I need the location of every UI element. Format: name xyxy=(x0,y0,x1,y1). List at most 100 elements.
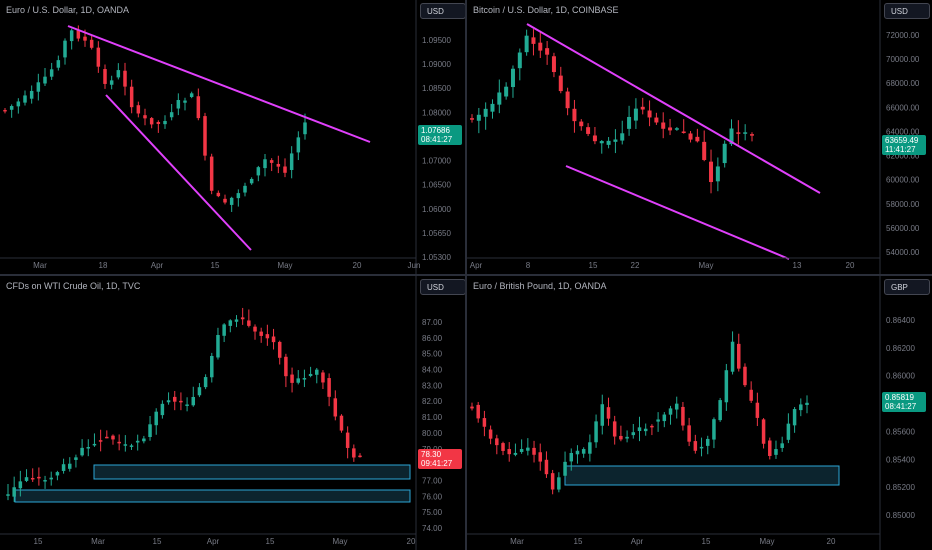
candle xyxy=(519,449,524,452)
candle xyxy=(129,86,134,108)
candle xyxy=(216,335,220,358)
y-tick-label: 1.09000 xyxy=(422,60,451,69)
candle xyxy=(702,141,707,160)
chart-canvas-eurusd[interactable]: 1.095001.090001.085001.080001.075001.070… xyxy=(0,0,465,274)
candle xyxy=(643,428,648,432)
candle xyxy=(588,442,592,454)
candle xyxy=(210,355,214,378)
chart-pane-wti[interactable]: 87.00 86.00 85.00 84.00 83.00 82.00 81.00 80.00… xyxy=(0,276,465,550)
candle xyxy=(538,452,542,462)
candle xyxy=(216,192,221,197)
candle xyxy=(650,425,654,428)
x-tick-label: 15 xyxy=(589,261,598,270)
candle xyxy=(86,447,91,449)
candle xyxy=(545,48,550,55)
candle xyxy=(166,400,171,403)
candle xyxy=(156,122,161,124)
candle xyxy=(637,427,642,432)
candle xyxy=(284,356,288,377)
candle xyxy=(544,459,549,475)
countdown-label: 11:41:27 xyxy=(885,145,916,154)
candle xyxy=(185,404,189,406)
candle xyxy=(289,153,294,170)
candle xyxy=(620,133,625,141)
support-zone xyxy=(564,465,840,486)
candle xyxy=(98,440,103,442)
candle xyxy=(29,90,34,99)
y-tick-label: 82.00 xyxy=(422,397,443,406)
candle xyxy=(640,106,645,110)
candle xyxy=(339,415,344,431)
candle xyxy=(154,411,158,426)
candle xyxy=(43,480,47,482)
x-tick-label: 13 xyxy=(793,261,802,270)
y-tick-label: 85.00 xyxy=(422,350,443,359)
candle xyxy=(569,453,574,462)
candle xyxy=(631,432,636,436)
last-price-label: 78.30 xyxy=(421,450,442,459)
candle xyxy=(504,86,509,97)
candle xyxy=(476,114,481,121)
candle xyxy=(37,476,41,479)
y-tick-label: 56000.00 xyxy=(886,224,920,233)
candle xyxy=(308,373,313,377)
chart-canvas-eurgbp[interactable]: 0.864000.862000.860000.858000.856000.854… xyxy=(467,276,932,550)
candle xyxy=(517,52,522,69)
candle xyxy=(176,100,181,109)
candle xyxy=(470,118,474,120)
currency-button[interactable]: GBP xyxy=(884,279,930,295)
candle xyxy=(111,435,115,440)
candle xyxy=(116,70,121,78)
x-tick-label: Mar xyxy=(33,261,47,270)
candle xyxy=(80,447,84,456)
x-tick-label: 18 xyxy=(99,261,108,270)
candle xyxy=(483,108,488,117)
candle xyxy=(627,116,632,129)
y-tick-label: 76.00 xyxy=(422,492,443,501)
candle xyxy=(513,452,518,455)
x-tick-label: 15 xyxy=(702,537,711,546)
candle xyxy=(92,443,97,446)
candle xyxy=(148,424,152,437)
chart-pane-btcusd[interactable]: 72000.00 70000.00 68000.00 66000.00 64000.00… xyxy=(467,0,932,274)
currency-button[interactable]: USD xyxy=(420,3,465,19)
y-tick-label: 1.05650 xyxy=(422,229,451,238)
x-tick-label: Apr xyxy=(151,261,164,270)
last-price-tag xyxy=(418,125,462,145)
candle xyxy=(345,432,350,448)
x-tick-label: 20 xyxy=(846,261,855,270)
chart-pane-eurgbp[interactable]: 0.864000.862000.860000.858000.856000.854… xyxy=(467,276,932,550)
candle xyxy=(358,455,362,458)
candle xyxy=(135,440,140,443)
chart-canvas-wti[interactable]: 87.00 86.00 85.00 84.00 83.00 82.00 81.00 80.00… xyxy=(0,276,465,550)
chart-pane-eurusd[interactable]: 1.095001.090001.085001.080001.075001.070… xyxy=(0,0,465,274)
candle xyxy=(761,419,766,444)
candle xyxy=(74,457,78,460)
candle xyxy=(674,128,679,130)
candle xyxy=(277,341,282,358)
candle xyxy=(191,396,196,406)
y-tick-label: 80.00 xyxy=(422,429,443,438)
candle xyxy=(715,166,720,182)
candle xyxy=(558,75,563,92)
currency-button[interactable]: USD xyxy=(420,279,465,295)
x-tick-label: Mar xyxy=(510,537,524,546)
candle xyxy=(510,68,515,88)
horizontal-divider[interactable] xyxy=(0,274,932,276)
x-tick-label: May xyxy=(332,537,347,546)
y-tick-label: 74.00 xyxy=(422,524,443,533)
candle xyxy=(9,106,14,110)
last-price-tag xyxy=(882,392,926,412)
chart-canvas-btcusd[interactable]: 72000.00 70000.00 68000.00 66000.00 64000.00… xyxy=(467,0,932,274)
candle xyxy=(143,115,147,119)
candle xyxy=(482,418,487,427)
candle xyxy=(196,96,201,119)
candle xyxy=(18,481,23,489)
candle xyxy=(163,120,167,125)
candle xyxy=(668,127,673,131)
y-tick-label: 0.85400 xyxy=(886,455,915,464)
candle xyxy=(96,47,101,67)
currency-button[interactable]: USD xyxy=(884,3,930,19)
candle xyxy=(476,404,480,419)
candle xyxy=(142,438,146,442)
